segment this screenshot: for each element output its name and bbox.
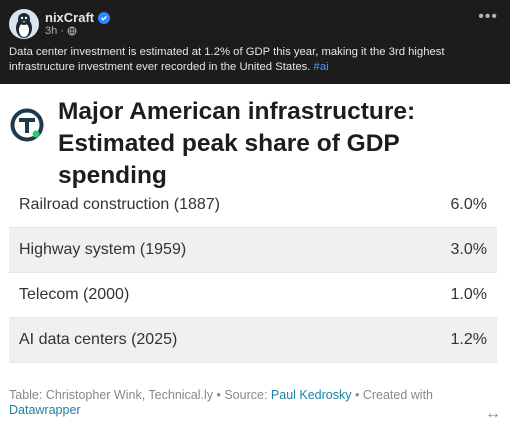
card-title: Major American infrastructure: Estimated… — [58, 96, 503, 192]
row-label: Telecom (2000) — [19, 286, 130, 303]
hashtag-link[interactable]: #ai — [313, 61, 329, 73]
post-body: Data center investment is estimated at 1… — [9, 46, 445, 73]
verified-badge-icon — [98, 11, 111, 24]
table-row: Highway system (1959) 3.0% — [9, 228, 497, 273]
expand-icon[interactable]: ↔ — [485, 405, 501, 422]
more-options-button[interactable]: ••• — [478, 9, 498, 25]
ellipsis-icon: ••• — [478, 8, 498, 25]
technically-logo-icon — [10, 108, 44, 142]
table-row: Telecom (2000) 1.0% — [9, 273, 497, 318]
row-value: 3.0% — [450, 241, 487, 258]
data-table: Railroad construction (1887) 6.0% Highwa… — [9, 183, 497, 363]
row-label: AI data centers (2025) — [19, 331, 178, 348]
post-header: nixCraft 3h · ••• Data center investment… — [0, 0, 510, 84]
post-meta: 3h · — [45, 25, 77, 37]
penguin-icon — [16, 13, 32, 38]
footer-middle: • Created with — [351, 388, 434, 402]
author-name[interactable]: nixCraft — [45, 10, 111, 25]
row-label: Railroad construction (1887) — [19, 196, 220, 213]
datawrapper-link[interactable]: Datawrapper — [9, 403, 81, 417]
row-value: 1.2% — [450, 331, 487, 348]
avatar[interactable] — [9, 9, 39, 39]
row-value: 6.0% — [450, 196, 487, 213]
title-line-2: Estimated peak share of GDP spending — [58, 130, 400, 189]
footer-prefix: Table: Christopher Wink, Technical.ly • … — [9, 388, 271, 402]
post-time[interactable]: 3h — [45, 25, 58, 37]
card-footer: Table: Christopher Wink, Technical.ly • … — [9, 388, 479, 418]
meta-separator: · — [60, 25, 64, 37]
row-value: 1.0% — [450, 286, 487, 303]
source-link[interactable]: Paul Kedrosky — [270, 388, 352, 402]
author-label: nixCraft — [45, 10, 95, 25]
table-row: Railroad construction (1887) 6.0% — [9, 183, 497, 228]
table-row: AI data centers (2025) 1.2% — [9, 318, 497, 363]
title-line-1: Major American infrastructure: — [58, 98, 416, 125]
post-text: Data center investment is estimated at 1… — [9, 45, 501, 75]
globe-icon — [67, 26, 77, 36]
row-label: Highway system (1959) — [19, 241, 187, 258]
